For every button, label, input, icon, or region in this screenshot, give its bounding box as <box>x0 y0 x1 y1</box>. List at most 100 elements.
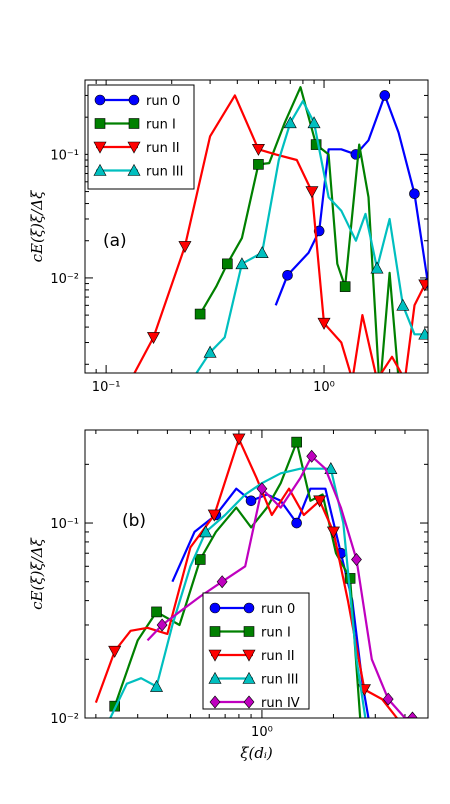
plot-area <box>133 86 428 373</box>
data-point <box>216 575 228 589</box>
data-point <box>222 258 233 270</box>
data-point <box>256 482 268 496</box>
data-point <box>339 281 351 292</box>
plot-area <box>94 433 418 718</box>
legend-item: run IV <box>209 695 300 711</box>
series-line <box>146 455 413 718</box>
data-point <box>379 90 391 101</box>
data-point <box>245 495 257 507</box>
data-point <box>407 711 418 718</box>
data-point <box>199 525 213 538</box>
legend-marker <box>242 649 256 662</box>
data-point <box>291 517 302 529</box>
legend-label: run 0 <box>261 602 295 617</box>
data-point <box>203 345 217 358</box>
series-line <box>108 467 367 718</box>
data-point <box>283 116 297 129</box>
data-point <box>313 495 327 508</box>
data-point <box>305 186 319 199</box>
series-run-iii <box>195 99 428 373</box>
y-tick-label: 10⁻¹ <box>50 517 79 532</box>
x-tick-label: 10⁰ <box>251 725 273 740</box>
series-run-ii <box>133 94 428 373</box>
legend-label: run 0 <box>146 94 180 109</box>
data-point <box>207 509 221 522</box>
x-tick-label: 10⁰ <box>313 380 335 395</box>
data-point <box>418 279 428 292</box>
data-point <box>326 526 340 539</box>
data-point <box>251 143 265 156</box>
legend-marker <box>127 163 141 176</box>
legend-marker <box>208 671 222 684</box>
axes-frame <box>84 79 429 374</box>
panel-label: (b) <box>122 511 146 531</box>
data-point <box>351 553 362 566</box>
panel-label: (a) <box>103 231 127 251</box>
legend: run 0 run I run II run III <box>87 84 195 190</box>
data-point <box>291 436 302 448</box>
series-line <box>274 94 428 306</box>
series-line <box>133 94 426 373</box>
data-point <box>382 692 394 706</box>
legend: run 0 run I run II run III run IV <box>202 592 310 711</box>
data-point <box>108 645 122 658</box>
legend-marker <box>94 94 106 106</box>
data-point <box>253 159 264 170</box>
x-tick-label: 10⁻¹ <box>92 380 121 395</box>
data-point <box>232 433 246 446</box>
series-run-iii <box>108 462 367 718</box>
y-tick-label: 10⁻¹ <box>50 148 79 163</box>
data-point <box>147 332 161 345</box>
legend-item: run I <box>94 118 176 133</box>
legend-item: run 0 <box>94 94 180 109</box>
data-point <box>396 298 410 311</box>
legend-item: run I <box>209 626 291 641</box>
legend-marker <box>128 94 140 106</box>
data-point <box>194 554 206 565</box>
data-point <box>178 241 192 254</box>
data-point <box>324 462 338 474</box>
y-tick-label: 10⁻² <box>50 712 79 727</box>
legend-item: run 0 <box>209 602 295 617</box>
legend-marker <box>209 695 221 709</box>
series-run-i <box>194 86 400 373</box>
legend-marker <box>208 649 222 662</box>
legend-label: run IV <box>261 696 300 711</box>
legend-item: run II <box>208 649 295 664</box>
legend-marker <box>128 118 140 129</box>
y-tick-label: 10⁻² <box>50 272 79 287</box>
axes-frame <box>84 429 429 719</box>
series-run-iv <box>146 449 418 718</box>
legend-item: run III <box>208 671 298 688</box>
y-axis-label: cE(ξ)ξ/Δξ <box>28 190 46 262</box>
legend-box <box>87 84 195 190</box>
legend-label: run II <box>261 649 295 664</box>
data-point <box>307 116 321 129</box>
legend-label: run III <box>261 673 298 688</box>
legend-marker <box>243 626 255 637</box>
legend-item: run II <box>93 141 180 156</box>
legend-marker <box>93 141 107 154</box>
data-point <box>194 308 206 320</box>
legend-label: run II <box>146 141 180 156</box>
data-point <box>255 246 269 259</box>
data-point <box>156 618 168 632</box>
legend-marker <box>209 626 221 637</box>
y-axis-label: cE(ξ)ξ/Δξ <box>28 537 46 609</box>
legend-marker <box>209 602 221 614</box>
data-point <box>310 139 322 150</box>
legend-marker <box>242 671 256 684</box>
data-point <box>235 257 249 270</box>
data-point <box>409 188 420 200</box>
series-line <box>195 99 425 373</box>
data-point <box>317 317 331 330</box>
legend-label: run I <box>146 118 176 133</box>
legend-label: run III <box>146 165 183 180</box>
legend-marker <box>94 118 106 129</box>
data-point <box>370 261 384 274</box>
data-point <box>151 606 162 618</box>
data-point <box>150 679 164 692</box>
